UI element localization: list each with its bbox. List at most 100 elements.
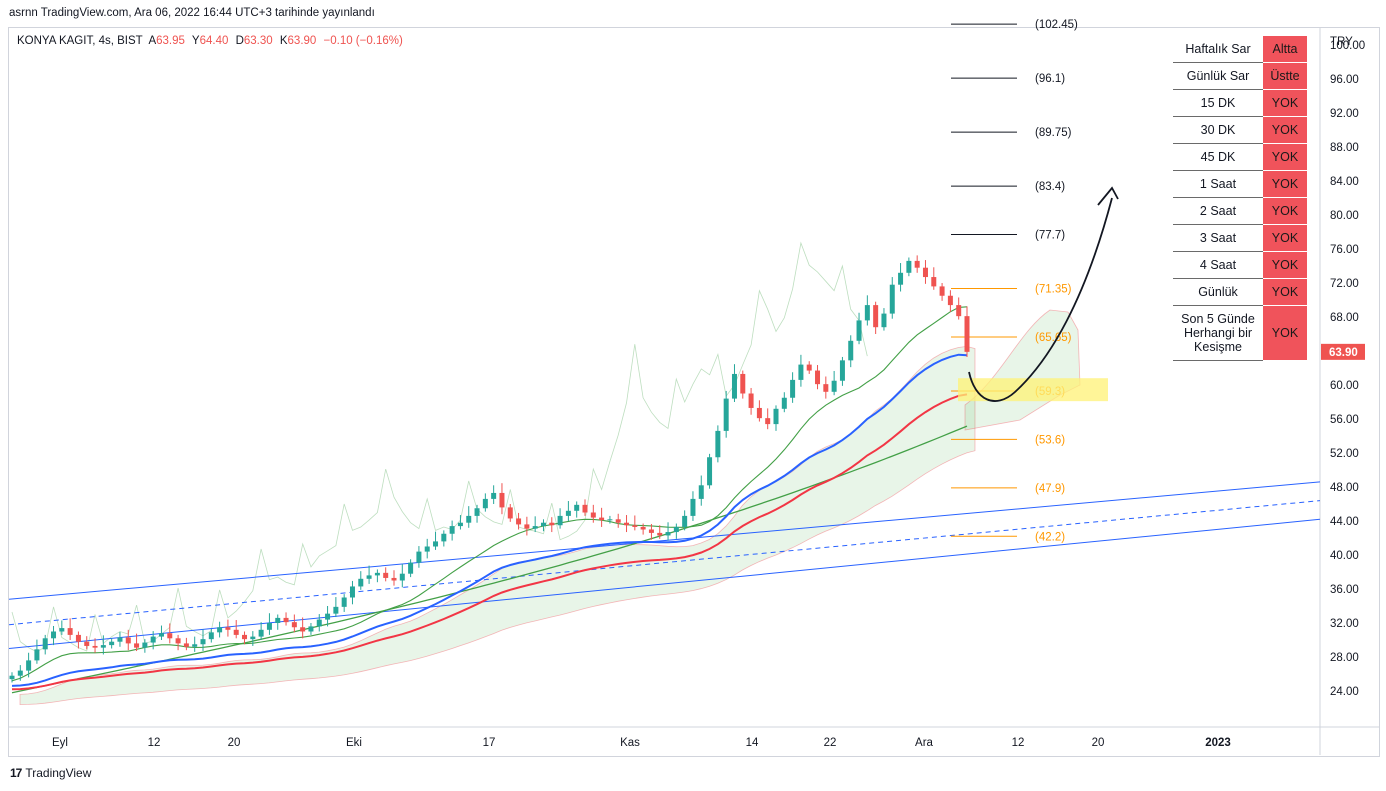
x-tick-label: Eyl	[52, 737, 68, 749]
projection-arrow	[968, 197, 1113, 402]
open-label: A	[148, 35, 157, 47]
fib-level-label: (83.4)	[1035, 181, 1065, 193]
x-tick-label: Eki	[346, 737, 362, 749]
candle-body	[956, 305, 962, 317]
candle-body	[781, 397, 787, 409]
candle-body	[316, 619, 322, 627]
y-tick-label: 24.00	[1330, 686, 1359, 698]
candle-body	[540, 522, 546, 527]
x-tick-label: Kas	[620, 737, 640, 749]
candle-body	[914, 260, 920, 268]
ema-blue-line	[11, 353, 968, 687]
candle-body	[565, 510, 571, 516]
candle-body	[765, 418, 771, 425]
fib-level-label: (71.35)	[1035, 284, 1072, 296]
y-tick-label: 60.00	[1330, 380, 1359, 392]
candle-body	[698, 485, 704, 499]
candle-body	[225, 627, 231, 630]
signal-row: 30 DK YOK	[1173, 116, 1307, 144]
signal-label: 30 DK	[1173, 116, 1263, 144]
candle-body	[341, 597, 347, 607]
signal-row: Günlük YOK	[1173, 278, 1307, 306]
channel-lower-line	[8, 518, 1321, 649]
fib-level-label: (42.2)	[1035, 531, 1065, 543]
candle-body	[408, 562, 414, 574]
channel-mid-line	[8, 500, 1321, 626]
candle-body	[84, 641, 90, 646]
signal-row: 15 DK YOK	[1173, 89, 1307, 117]
candle-body	[499, 492, 505, 508]
candle-body	[582, 504, 588, 513]
candle-body	[491, 492, 497, 499]
candle-body	[673, 526, 679, 533]
long-ma-line	[11, 425, 968, 694]
candle-body	[399, 573, 405, 581]
candle-body	[731, 373, 737, 399]
fib-level-label: (89.75)	[1035, 127, 1072, 139]
candle-body	[134, 643, 140, 648]
candle-body	[947, 295, 953, 306]
y-tick-label: 68.00	[1330, 312, 1359, 324]
signal-table: Haftalık Sar Altta Günlük Sar Üstte 15 DK YOK…	[1173, 36, 1307, 361]
x-tick-label: 2023	[1205, 737, 1231, 749]
ema-red-line	[11, 393, 968, 691]
signal-status: Altta	[1263, 36, 1307, 63]
low-value: 63.30	[243, 35, 273, 47]
signal-label: Günlük Sar	[1173, 62, 1263, 90]
signal-row: Son 5 Günde Herhangi bir Kesişme YOK	[1173, 305, 1307, 361]
candle-body	[507, 507, 513, 519]
y-tick-label: 32.00	[1330, 618, 1359, 630]
candle-body	[740, 373, 746, 394]
candle-body	[283, 617, 289, 623]
signal-label: 15 DK	[1173, 89, 1263, 117]
candle-body	[657, 532, 663, 536]
candle-body	[615, 519, 621, 523]
candle-body	[142, 642, 148, 648]
high-label: Y	[191, 35, 200, 47]
candle-body	[624, 522, 630, 526]
candle-body	[441, 533, 447, 542]
candle-body	[756, 407, 762, 419]
candle-body	[424, 546, 430, 552]
candle-body	[474, 508, 480, 516]
support-zone	[958, 378, 1108, 402]
close-value: 63.90	[287, 35, 317, 47]
y-tick-label: 44.00	[1330, 516, 1359, 528]
close-label: K	[279, 35, 288, 47]
y-tick-label: 100.00	[1330, 40, 1365, 52]
signal-label: 4 Saat	[1173, 251, 1263, 279]
x-tick-label: 20	[228, 737, 241, 749]
candle-body	[748, 393, 754, 408]
signal-status: YOK	[1263, 116, 1307, 144]
tradingview-logo[interactable]: 17 TradingView	[10, 766, 91, 780]
y-tick-label: 28.00	[1330, 652, 1359, 664]
y-tick-label: 80.00	[1330, 210, 1359, 222]
y-tick-label: 92.00	[1330, 108, 1359, 120]
candle-body	[217, 627, 223, 633]
signal-row: 1 Saat YOK	[1173, 170, 1307, 198]
last-price-tag	[1321, 343, 1365, 360]
candle-body	[109, 641, 115, 646]
fib-level-label: (96.1)	[1035, 73, 1065, 85]
signal-label: 45 DK	[1173, 143, 1263, 171]
candle-body	[125, 637, 131, 644]
candle-body	[158, 633, 164, 637]
fib-level-label: (47.9)	[1035, 483, 1065, 495]
candle-body	[682, 515, 688, 527]
candle-body	[449, 526, 455, 534]
currency-label: TRY	[1330, 36, 1353, 48]
signal-row: 4 Saat YOK	[1173, 251, 1307, 279]
candle-body	[208, 632, 214, 640]
candle-body	[773, 408, 779, 425]
candle-body	[42, 638, 48, 650]
candle-body	[482, 498, 488, 509]
candle-body	[931, 277, 937, 287]
candle-body	[715, 430, 721, 458]
y-tick-label: 72.00	[1330, 278, 1359, 290]
chart-frame[interactable]	[8, 27, 1380, 757]
candle-body	[391, 577, 397, 581]
ichimoku-cloud	[19, 345, 976, 706]
candle-body	[366, 575, 372, 579]
signal-status: YOK	[1263, 89, 1307, 117]
